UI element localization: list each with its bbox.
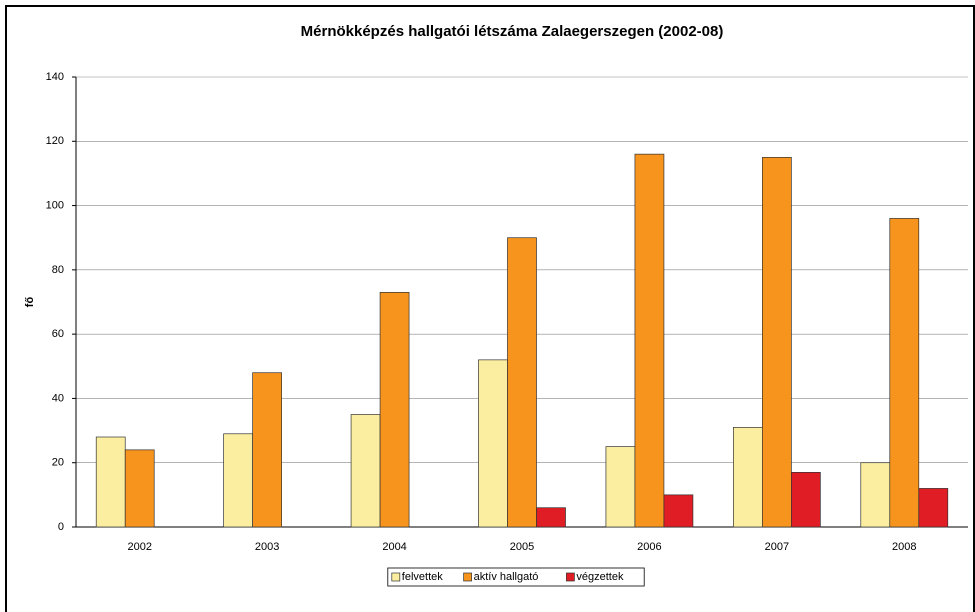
bar <box>478 359 508 528</box>
bar <box>889 218 920 528</box>
x-tick-label: 2005 <box>510 541 534 553</box>
bar <box>223 433 253 528</box>
bar <box>350 414 381 528</box>
legend-label: végzettek <box>576 571 624 583</box>
bar <box>918 488 949 528</box>
legend-label: felvettek <box>402 571 443 583</box>
y-tick-label: 140 <box>46 71 64 83</box>
x-tick-label: 2003 <box>255 541 279 553</box>
y-tick-label: 40 <box>52 392 64 404</box>
x-tick-label: 2006 <box>637 541 661 553</box>
frame <box>5 5 975 612</box>
y-tick-label: 100 <box>46 199 64 211</box>
bar <box>252 372 282 528</box>
bar <box>791 472 821 528</box>
y-tick-label: 120 <box>46 135 64 147</box>
y-tick-label: 20 <box>52 457 64 469</box>
bar <box>762 157 792 528</box>
legend-swatch <box>463 572 472 582</box>
x-tick-label: 2004 <box>382 541 406 553</box>
bar <box>124 449 155 528</box>
x-tick-label: 2007 <box>765 541 789 553</box>
y-axis-label: fő <box>24 297 36 308</box>
legend-swatch <box>566 572 575 582</box>
y-tick-label: 0 <box>58 521 64 533</box>
bar <box>634 153 665 528</box>
bar <box>663 494 694 528</box>
bar <box>379 292 410 528</box>
legend-swatch <box>391 572 401 582</box>
bar <box>507 237 537 528</box>
x-tick-label: 2002 <box>127 541 151 553</box>
legend-box <box>387 567 645 587</box>
y-tick-label: 80 <box>52 264 64 276</box>
chart-title: Mérnökképzés hallgatói létszáma Zalaeger… <box>301 23 724 40</box>
bar <box>536 507 566 528</box>
bar <box>733 427 763 528</box>
legend-label: aktív hallgató <box>474 571 539 583</box>
x-tick-label: 2008 <box>892 541 916 553</box>
bar <box>605 446 636 528</box>
y-tick-label: 60 <box>52 328 64 340</box>
bar <box>860 462 891 528</box>
bar <box>95 436 126 528</box>
